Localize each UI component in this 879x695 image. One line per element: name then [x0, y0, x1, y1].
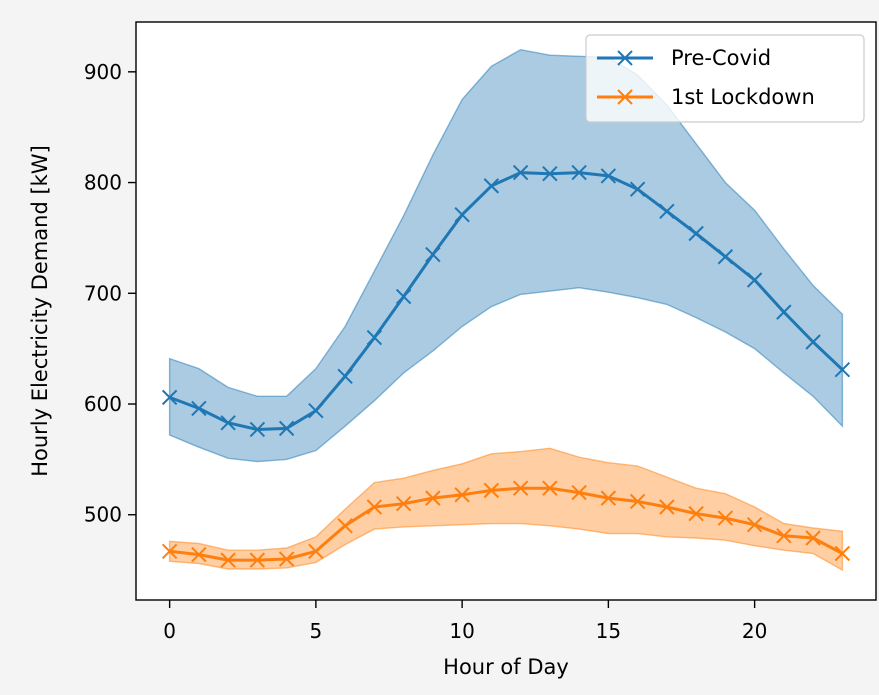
point-1st-lockdown: [542, 480, 558, 496]
legend-marker-pre-covid: [617, 50, 633, 66]
point-pre-covid: [220, 415, 236, 431]
point-pre-covid: [600, 168, 617, 184]
band-1st-lockdown: [168, 447, 844, 572]
x-tick-label: 0: [163, 619, 176, 643]
legend: Pre-Covid 1st Lockdown: [585, 34, 865, 123]
point-pre-covid: [571, 164, 587, 181]
point-1st-lockdown: [834, 545, 851, 562]
point-1st-lockdown: [337, 518, 353, 534]
point-1st-lockdown: [395, 495, 412, 512]
point-pre-covid: [746, 272, 763, 288]
point-1st-lockdown: [512, 480, 529, 496]
y-axis-ticks: 500 600 700 800 900: [84, 60, 136, 527]
point-pre-covid: [512, 164, 529, 181]
confidence-bands: [168, 48, 844, 572]
point-1st-lockdown: [717, 510, 734, 526]
point-pre-covid: [337, 368, 353, 385]
point-pre-covid: [834, 361, 851, 378]
legend-box: [585, 34, 865, 123]
x-tick-label: 5: [310, 619, 323, 643]
legend-marker-1st-lockdown: [617, 89, 633, 105]
point-pre-covid: [776, 304, 792, 320]
x-tick-label: 15: [596, 619, 621, 643]
point-1st-lockdown: [308, 543, 324, 559]
point-1st-lockdown: [776, 528, 792, 544]
point-pre-covid: [161, 389, 178, 406]
point-pre-covid: [395, 288, 412, 305]
point-pre-covid: [249, 421, 266, 438]
point-pre-covid: [425, 246, 441, 263]
point-pre-covid: [454, 206, 470, 223]
point-1st-lockdown: [746, 516, 763, 533]
series-markers: [161, 164, 851, 568]
point-pre-covid: [542, 165, 558, 182]
point-1st-lockdown: [600, 490, 617, 506]
y-tick-label: 900: [84, 60, 122, 84]
x-tick-label: 10: [449, 619, 474, 643]
point-pre-covid: [191, 400, 207, 417]
point-pre-covid: [688, 225, 704, 242]
point-1st-lockdown: [249, 552, 266, 568]
y-tick-label: 500: [84, 503, 122, 527]
x-axis-ticks: 0 5 10 15 20: [163, 600, 767, 643]
point-1st-lockdown: [805, 530, 821, 546]
legend-label-1st-lockdown: 1st Lockdown: [671, 85, 815, 109]
point-pre-covid: [717, 249, 734, 265]
point-pre-covid: [278, 420, 295, 437]
legend-label-pre-covid: Pre-Covid: [671, 46, 771, 70]
point-1st-lockdown: [483, 482, 500, 499]
point-pre-covid: [629, 181, 646, 197]
point-pre-covid: [805, 334, 821, 350]
y-tick-label: 800: [84, 171, 122, 195]
point-1st-lockdown: [454, 487, 470, 503]
point-1st-lockdown: [659, 499, 675, 515]
point-pre-covid: [483, 178, 500, 194]
point-1st-lockdown: [425, 490, 441, 506]
band-pre-covid: [168, 48, 844, 463]
point-pre-covid: [366, 329, 383, 346]
point-1st-lockdown: [278, 551, 295, 567]
point-1st-lockdown: [161, 543, 178, 559]
point-1st-lockdown: [571, 484, 587, 501]
line-1st-lockdown: [169, 486, 844, 562]
plot-frame: [135, 21, 877, 601]
point-1st-lockdown: [220, 552, 236, 568]
point-pre-covid: [308, 402, 324, 419]
y-tick-label: 700: [84, 281, 122, 305]
x-tick-label: 20: [742, 619, 767, 643]
y-tick-label: 600: [84, 392, 122, 416]
x-axis-label: Hour of Day: [443, 655, 569, 679]
point-1st-lockdown: [366, 499, 383, 515]
point-1st-lockdown: [191, 546, 207, 563]
point-1st-lockdown: [688, 505, 704, 522]
point-1st-lockdown: [629, 493, 646, 510]
point-pre-covid: [659, 203, 675, 220]
y-axis-label: Hourly Electricity Demand [kW]: [28, 145, 52, 477]
